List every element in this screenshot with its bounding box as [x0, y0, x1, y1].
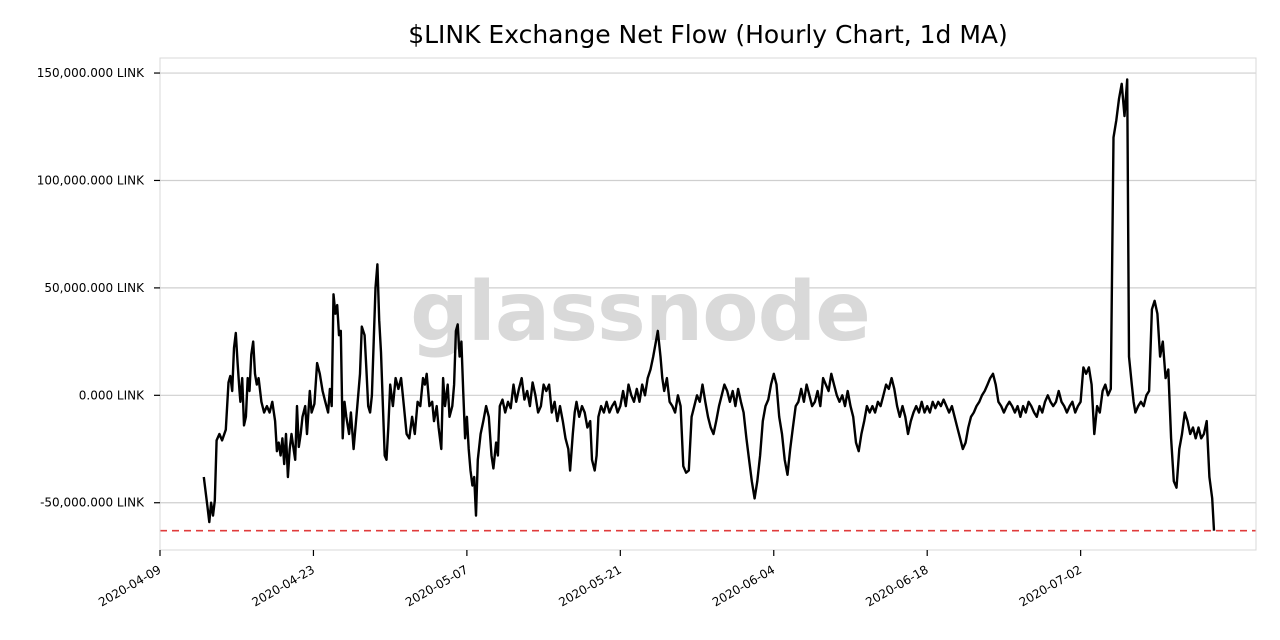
net-flow-series-line: [202, 78, 1216, 531]
y-tick-label: 150,000.000 LINK: [37, 66, 145, 80]
y-axis-ticks: 150,000.000 LINK 100,000.000 LINK 50,000.0…: [37, 66, 160, 510]
x-tick-label: 2020-06-18: [863, 562, 930, 609]
y-tick-label: 50,000.000 LINK: [44, 281, 145, 295]
x-tick-label: 2020-07-02: [1017, 562, 1084, 609]
glassnode-watermark: glassnode: [410, 265, 870, 360]
y-tick-label: 0.000 LINK: [79, 388, 145, 402]
x-tick-label: 2020-05-07: [403, 562, 470, 609]
series-line-layer: [202, 78, 1216, 531]
x-tick-label: 2020-04-23: [250, 562, 317, 609]
x-tick-label: 2020-05-21: [556, 562, 623, 609]
x-tick-label: 2020-06-04: [710, 562, 777, 609]
y-tick-label: 100,000.000 LINK: [37, 173, 145, 187]
x-tick-label: 2020-04-09: [96, 562, 163, 609]
chart-title: $LINK Exchange Net Flow (Hourly Chart, 1…: [408, 20, 1008, 49]
x-axis-ticks: 2020-04-09 2020-04-23 2020-05-07 2020-05-21…: [96, 550, 1084, 609]
plot-frame: [159, 57, 1257, 551]
y-tick-label: -50,000.000 LINK: [40, 496, 145, 510]
